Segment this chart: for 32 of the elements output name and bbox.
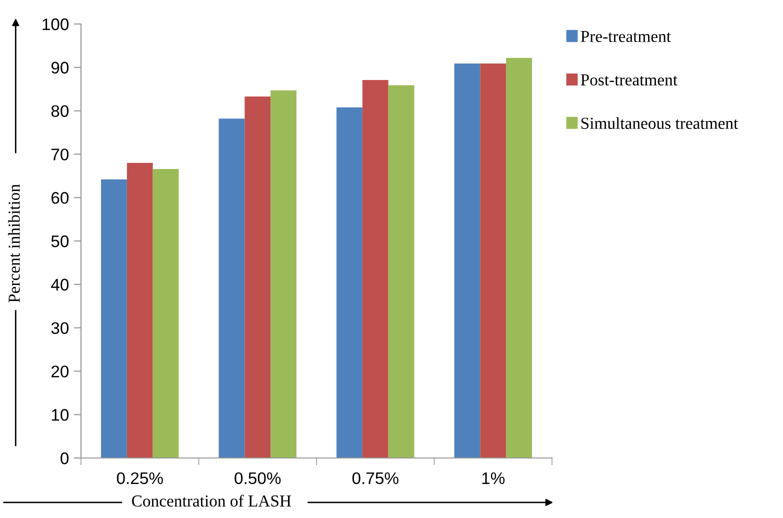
y-tick-label: 70 <box>52 148 69 160</box>
y-tick-label: 90 <box>51 62 69 74</box>
bar <box>152 168 179 458</box>
y-tick-label: 50 <box>51 235 69 248</box>
bar <box>270 90 296 458</box>
y-tick-label: 20 <box>51 366 69 378</box>
y-tick-label: 100 <box>42 18 69 30</box>
x-tick-label: 1% <box>482 472 505 484</box>
x-tick-label: 0.75% <box>352 472 398 484</box>
bar <box>454 63 480 458</box>
y-tick-label: 80 <box>51 105 69 118</box>
bar <box>336 107 362 458</box>
bar <box>362 80 388 458</box>
x-tick-label: 0.50% <box>234 472 281 484</box>
legend-label: Post-treatment <box>580 74 678 86</box>
bar <box>480 63 506 458</box>
y-axis-title: Percent inhibition <box>8 184 20 302</box>
y-tick-label: 30 <box>51 322 69 334</box>
legend-label: Pre-treatment <box>580 30 671 42</box>
bar <box>218 118 245 458</box>
y-tick-label: 40 <box>51 278 69 291</box>
y-tick-label: 0 <box>60 452 69 464</box>
bar <box>101 179 127 458</box>
x-axis-title: Concentration of LASH <box>132 494 291 507</box>
legend-label: Simultaneous treatment <box>581 117 738 129</box>
y-tick-label: 10 <box>52 409 69 421</box>
bar <box>126 162 153 458</box>
bar <box>244 96 271 458</box>
y-tick-label: 60 <box>52 192 69 204</box>
bar <box>388 85 414 458</box>
x-tick-label: 0.25% <box>116 472 163 484</box>
bar <box>506 58 532 458</box>
